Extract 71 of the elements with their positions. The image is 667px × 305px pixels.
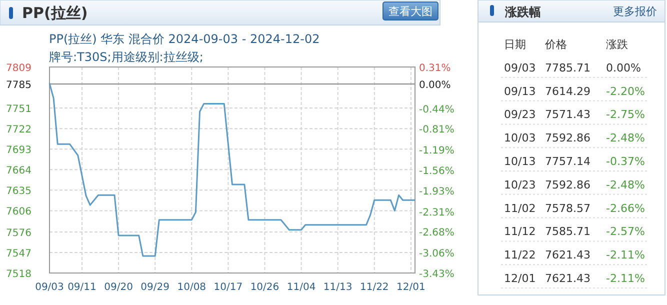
text: 09/13 bbox=[504, 84, 536, 98]
x-tick-label: 10/08 bbox=[177, 282, 206, 293]
y-tick-label: 7664 bbox=[6, 166, 32, 177]
x-tick-label: 11/22 bbox=[360, 282, 389, 293]
x-tick-label: 09/20 bbox=[104, 282, 133, 293]
text: 7578.57 bbox=[545, 202, 590, 215]
text: 7757.14 bbox=[545, 155, 590, 168]
y-tick-label: 7547 bbox=[6, 248, 32, 260]
y2-tick-label: -0.81% bbox=[419, 124, 454, 136]
y2-tick-label: 0.31% bbox=[419, 63, 451, 74]
text: -2.11% bbox=[606, 248, 645, 262]
text: 10/23 bbox=[504, 178, 536, 192]
text: 7785.71 bbox=[545, 61, 590, 74]
text: 10/03 bbox=[504, 132, 536, 145]
text: -0.37% bbox=[606, 155, 645, 168]
chart-title: PP(拉丝) bbox=[22, 4, 88, 22]
x-tick-label: 09/29 bbox=[140, 282, 170, 293]
text: 10/13 bbox=[504, 155, 536, 168]
y2-tick-label: -2.31% bbox=[419, 207, 454, 218]
text: 涨跌 bbox=[606, 38, 628, 51]
text: 查看大图 bbox=[388, 5, 432, 18]
y-tick-label: 7722 bbox=[6, 124, 32, 136]
y-tick-label: 7606 bbox=[6, 206, 32, 218]
x-tick-label: 10/26 bbox=[250, 282, 280, 293]
y-tick-label: 7576 bbox=[6, 228, 32, 239]
text: 12/01 bbox=[504, 272, 536, 285]
text: 09/03 bbox=[504, 61, 536, 74]
text: 7621.43 bbox=[545, 248, 590, 262]
y-tick-label: 7809 bbox=[6, 63, 32, 74]
y2-tick-label: -2.68% bbox=[419, 228, 454, 239]
chart-subtitle: PP(拉丝) 华东 混合价 2024-09-03 - 2024-12-02 牌号:T30S;用途级别:拉丝级; bbox=[49, 32, 320, 64]
text: 7621.43 bbox=[545, 272, 590, 285]
text: -2.48% bbox=[606, 132, 645, 145]
y2-tick-label: -1.93% bbox=[419, 186, 454, 198]
text: 09/23 bbox=[504, 108, 536, 122]
y-tick-label: 7751 bbox=[6, 104, 32, 116]
y2-tick-label: -1.56% bbox=[419, 166, 454, 177]
text: -2.75% bbox=[606, 108, 645, 122]
text: -2.57% bbox=[606, 225, 645, 238]
y2-tick-label: 0.00% bbox=[419, 80, 451, 92]
text: -2.66% bbox=[606, 202, 645, 215]
x-tick-label: 09/03 bbox=[35, 282, 64, 293]
x-tick-label: 11/04 bbox=[286, 282, 316, 293]
y2-tick-label: -3.43% bbox=[419, 269, 454, 280]
text: 11/22 bbox=[504, 248, 536, 262]
y-tick-label: 7693 bbox=[6, 145, 32, 156]
x-tick-label: 11/13 bbox=[323, 282, 352, 293]
y2-tick-label: -1.19% bbox=[419, 146, 454, 157]
x-tick-label: 12/01 bbox=[396, 282, 426, 293]
y-tick-label: 7518 bbox=[6, 269, 32, 280]
text: 0.00% bbox=[606, 61, 641, 74]
text: 价格 bbox=[544, 38, 567, 51]
text: 7592.86 bbox=[545, 132, 590, 145]
text: -2.48% bbox=[606, 178, 645, 192]
text: 11/12 bbox=[504, 225, 536, 238]
x-tick-label: 10/17 bbox=[214, 282, 243, 293]
y-tick-label: 7785 bbox=[6, 80, 32, 91]
text: -2.11% bbox=[606, 272, 645, 285]
text: -2.20% bbox=[606, 84, 645, 98]
text: 11/02 bbox=[504, 202, 536, 215]
text: 7614.29 bbox=[545, 84, 590, 98]
x-tick-label: 09/11 bbox=[68, 282, 96, 293]
y-tick-label: 7635 bbox=[6, 186, 32, 198]
text: 7571.43 bbox=[545, 108, 590, 122]
text: 涨跌幅 bbox=[504, 5, 541, 19]
y2-tick-label: -3.06% bbox=[419, 248, 454, 260]
text: 更多报价 bbox=[613, 5, 657, 18]
text: 日期 bbox=[504, 38, 526, 51]
text: 7585.71 bbox=[545, 225, 590, 238]
text: 7592.86 bbox=[545, 178, 590, 192]
y2-tick-label: -0.44% bbox=[419, 104, 454, 116]
